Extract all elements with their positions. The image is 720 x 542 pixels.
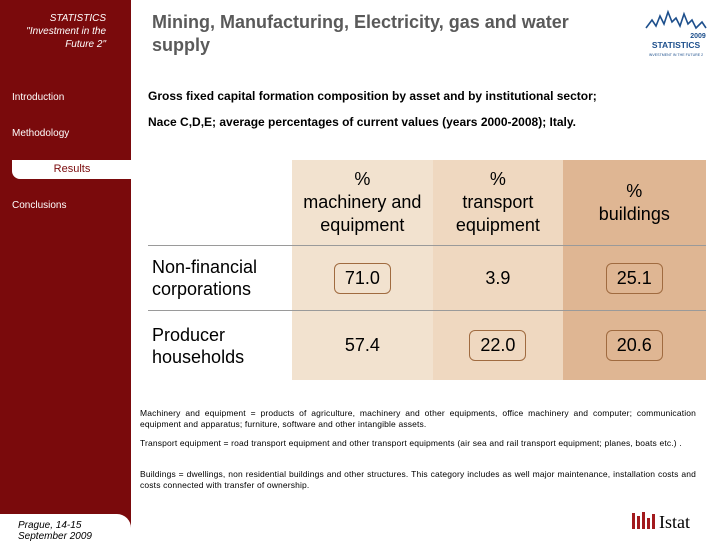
row-label: Non-financial corporations [148,245,292,310]
col-pct: % [626,180,643,201]
value-cell: 71.0 [291,245,434,310]
value-text: 3.9 [485,267,511,288]
logo-word: STATISTICS [652,40,701,50]
value-cell: 3.9 [433,245,563,310]
data-table: % machinery and equipment % transport eq… [148,160,706,380]
value-text: 57.4 [344,335,380,355]
note-machinery: Machinery and equipment = products of ag… [140,408,696,429]
value-cell: 57.4 [291,310,434,380]
subtitle-line1: Gross fixed capital formation compositio… [148,89,597,103]
col-header-transport: % transport equipment [433,160,563,245]
row-label-line1: Producer [152,324,226,345]
value-cell: 25.1 [562,245,706,310]
table-row: Producer households 57.4 22.0 20.6 [148,310,706,380]
logo-tagline: INVESTMENT IN THE FUTURE 2 [649,53,703,57]
row-label-line2: households [152,346,245,367]
page-title: Mining, Manufacturing, Electricity, gas … [152,12,569,55]
col-label-line1: buildings [598,203,670,224]
sidebar-header-line2: "Investment in the [26,26,106,37]
statistics-logo: 2009 STATISTICS INVESTMENT IN THE FUTURE… [645,9,707,57]
row-label-line1: Non-financial [152,257,258,277]
row-label-line2: corporations [152,279,252,299]
col-pct: % [354,169,371,189]
col-label-line2: equipment [455,215,540,235]
istat-wordmark: Istat [659,512,690,532]
footer-date: Prague, 14-15 September 2009 [18,520,92,542]
col-label-line2: equipment [320,215,405,235]
value-highlight: 71.0 [333,262,391,294]
nav-methodology[interactable]: Methodology [12,128,70,139]
subtitle-line2: Nace C,D,E; average percentages of curre… [148,115,576,129]
value-highlight: 22.0 [469,330,527,361]
col-label-line1: transport [462,192,534,212]
note-transport: Transport equipment = road transport equ… [140,438,682,448]
sidebar-header: STATISTICS "Investment in the Future 2" [4,12,106,51]
footer-date-box: Prague, 14-15 September 2009 [0,514,131,542]
note-buildings: Buildings = dwellings, non residential b… [140,469,696,490]
col-header-buildings: % buildings [562,160,706,245]
header-empty-cell [148,160,292,245]
table-header-row: % machinery and equipment % transport eq… [148,160,706,245]
col-label-line1: machinery and [303,192,422,212]
istat-logo: Istat [632,512,690,532]
nav-conclusions[interactable]: Conclusions [12,200,67,211]
row-label: Producer households [148,310,292,380]
value-highlight: 20.6 [605,330,663,361]
col-pct: % [489,169,506,189]
value-cell: 22.0 [433,310,563,380]
sidebar: STATISTICS "Investment in the Future 2" … [0,0,132,542]
sidebar-header-line3: Future 2" [65,39,106,50]
logo-year: 2009 [690,33,706,40]
nav-introduction[interactable]: Introduction [12,92,65,103]
table-row: Non-financial corporations 71.0 3.9 25.1 [148,245,706,310]
nav-results[interactable]: Results [12,160,132,179]
value-cell: 20.6 [562,310,706,380]
sidebar-header-line1: STATISTICS [49,13,106,24]
value-highlight: 25.1 [605,262,663,294]
col-header-machinery: % machinery and equipment [291,160,434,245]
